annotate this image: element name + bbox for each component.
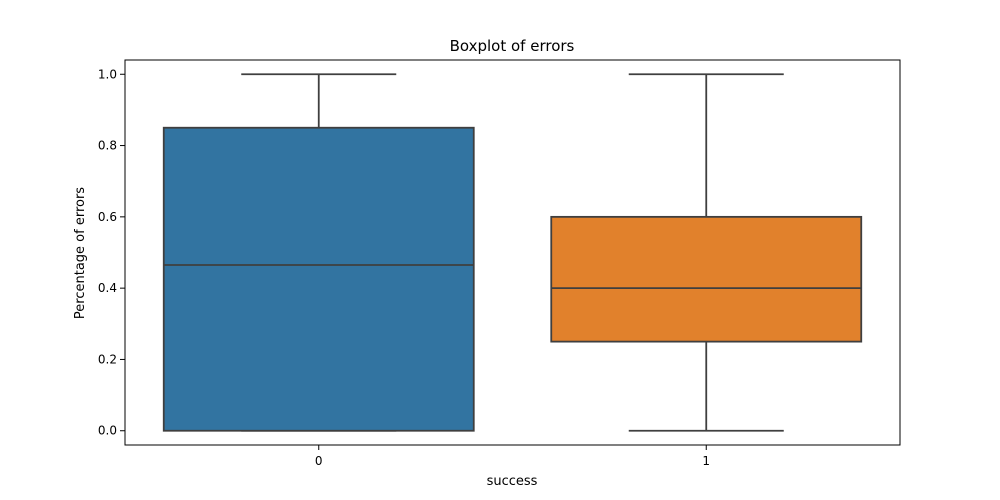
y-tick-label: 0.2: [98, 352, 117, 366]
y-tick-label: 0.8: [98, 139, 117, 153]
x-tick-label: 0: [315, 454, 323, 468]
y-axis-label: Percentage of errors: [73, 187, 88, 319]
box-1: [550, 73, 863, 432]
chart-title: Boxplot of errors: [450, 37, 575, 55]
plot-frame: [124, 59, 901, 446]
x-axis-label: success: [487, 474, 538, 489]
box-0: [162, 73, 475, 432]
y-tick-label: 0.6: [98, 210, 117, 224]
iqr-box: [550, 215, 863, 343]
y-tick-label: 1.0: [98, 67, 117, 81]
iqr-box: [162, 126, 475, 432]
plot-area: [162, 73, 863, 432]
y-tick-label: 0.0: [98, 424, 117, 438]
y-tick-label: 0.4: [98, 281, 117, 295]
x-tick-label: 1: [702, 454, 710, 468]
